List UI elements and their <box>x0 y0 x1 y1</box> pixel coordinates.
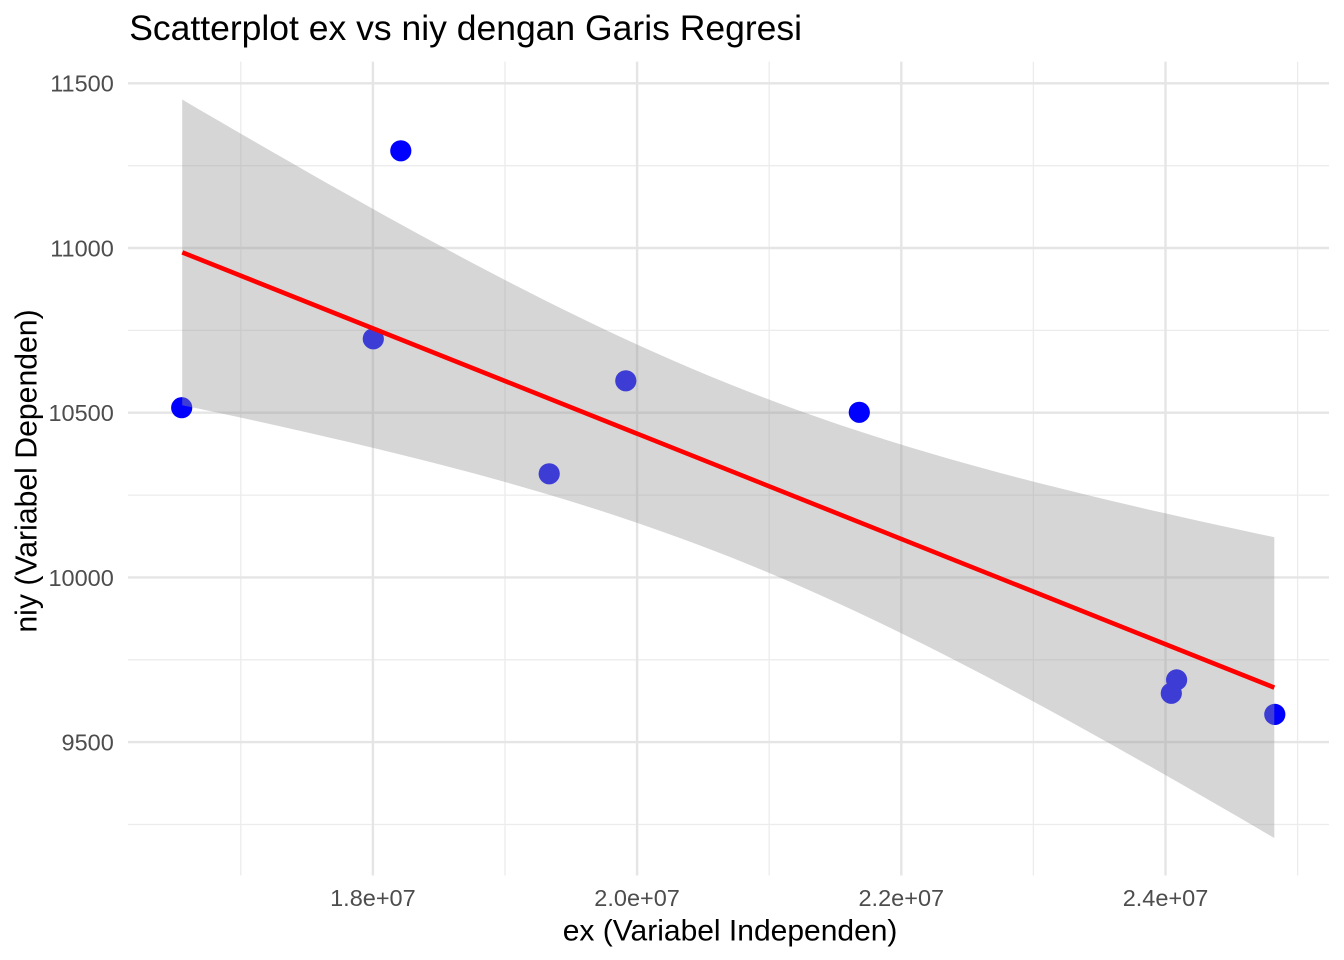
svg-text:11000: 11000 <box>50 235 114 261</box>
svg-text:2.0e+07: 2.0e+07 <box>594 885 680 911</box>
svg-text:niy (Variabel Dependen): niy (Variabel Dependen) <box>10 309 43 632</box>
svg-text:2.4e+07: 2.4e+07 <box>1123 885 1209 911</box>
svg-text:10000: 10000 <box>48 565 113 591</box>
svg-text:1.8e+07: 1.8e+07 <box>330 885 416 911</box>
svg-text:10500: 10500 <box>48 400 113 426</box>
svg-text:9500: 9500 <box>62 730 114 756</box>
svg-text:11500: 11500 <box>50 71 114 97</box>
svg-text:2.2e+07: 2.2e+07 <box>858 885 944 911</box>
svg-text:ex (Variabel Independen): ex (Variabel Independen) <box>563 914 898 947</box>
svg-text:Scatterplot ex vs niy dengan G: Scatterplot ex vs niy dengan Garis Regre… <box>129 8 802 48</box>
